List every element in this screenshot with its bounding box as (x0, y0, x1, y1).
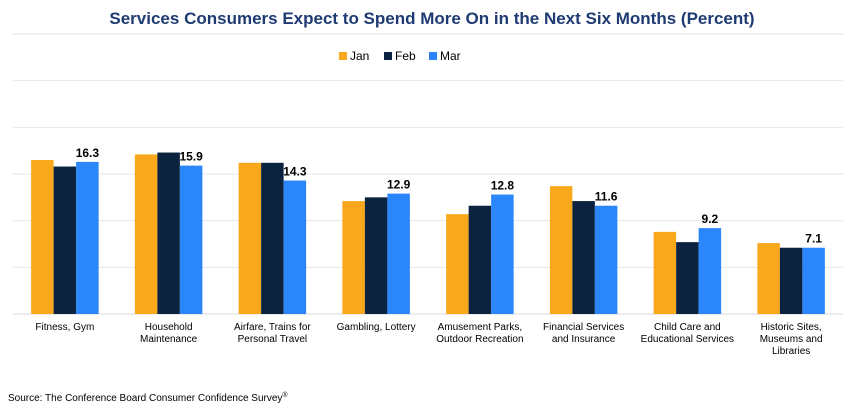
bar-jan (31, 160, 54, 314)
category-label-line: Museums and (760, 334, 823, 345)
legend-swatch-feb (384, 52, 392, 60)
data-label: 9.2 (702, 212, 719, 226)
bar-feb (779, 247, 803, 314)
bar-mar (179, 165, 203, 314)
category-label-line: Gambling, Lottery (337, 322, 416, 333)
data-label: 12.8 (491, 179, 515, 193)
category-label-line: Fitness, Gym (35, 322, 94, 333)
data-label: 15.9 (179, 150, 203, 164)
bar-jan (549, 186, 573, 314)
bar-mar (698, 228, 722, 314)
bars (31, 152, 825, 314)
category-label-line: and Insurance (552, 334, 616, 345)
bar-feb (468, 205, 492, 314)
bar-mar (387, 193, 410, 314)
legend-swatch-mar (429, 52, 437, 60)
source-text: Source: The Conference Board Consumer Co… (8, 393, 282, 404)
category-label-line: Household (145, 322, 193, 333)
bar-feb (572, 201, 595, 314)
bar-mar (76, 161, 99, 314)
bar-jan (653, 231, 677, 314)
bar-mar (802, 247, 825, 314)
bar-jan (238, 162, 262, 314)
category-label: Fitness, Gym (35, 322, 94, 333)
bar-mar (491, 194, 514, 314)
legend: Jan Feb Mar (339, 49, 461, 63)
category-label-line: Personal Travel (238, 334, 307, 345)
source-note: Source: The Conference Board Consumer Co… (8, 391, 288, 404)
legend-label-jan: Jan (350, 49, 369, 63)
chart-title: Services Consumers Expect to Spend More … (109, 9, 754, 28)
category-label-line: Airfare, Trains for (234, 322, 311, 333)
category-label: Household Maintenance (140, 322, 198, 345)
category-label-line: Child Care and (654, 322, 721, 333)
category-label-line: Financial Services (543, 322, 624, 333)
bar-mar (283, 180, 307, 314)
data-label: 11.6 (595, 190, 618, 204)
category-label-line: Educational Services (641, 334, 734, 345)
bar-jan (134, 154, 158, 314)
data-label: 7.1 (805, 232, 822, 246)
category-label-line: Libraries (772, 346, 810, 357)
category-label: Financial Services and Insurance (543, 322, 624, 345)
legend-label-feb: Feb (395, 49, 416, 63)
bar-feb (261, 162, 284, 314)
bar-feb (364, 197, 388, 314)
bar-mar (594, 205, 618, 314)
registered-mark: ® (282, 391, 288, 399)
bar-feb (53, 166, 77, 314)
category-labels: Fitness, Gym Household Maintenance Airfare,… (35, 322, 822, 357)
category-label: Amusement Parks, Outdoor Recreation (436, 322, 523, 345)
data-label: 14.3 (283, 165, 307, 179)
legend-label-mar: Mar (440, 49, 461, 63)
bar-jan (342, 201, 365, 314)
category-label-line: Amusement Parks, (438, 322, 522, 333)
data-labels: 16.3 15.9 14.3 12.9 12.8 11.6 9.2 7.1 (76, 146, 823, 246)
category-label-line: Historic Sites, (761, 322, 822, 333)
category-label-line: Maintenance (140, 334, 198, 345)
bar-feb (676, 242, 699, 314)
legend-swatch-jan (339, 52, 347, 60)
category-label: Gambling, Lottery (337, 322, 416, 333)
data-label: 16.3 (76, 146, 100, 160)
category-label: Airfare, Trains for Personal Travel (234, 322, 311, 345)
bar-feb (157, 152, 180, 314)
category-label: Historic Sites, Museums and Libraries (760, 322, 823, 357)
category-label-line: Outdoor Recreation (436, 334, 523, 345)
category-label: Child Care and Educational Services (641, 322, 734, 345)
data-label: 12.9 (387, 178, 411, 192)
bar-jan (757, 243, 780, 314)
bar-jan (446, 214, 469, 314)
